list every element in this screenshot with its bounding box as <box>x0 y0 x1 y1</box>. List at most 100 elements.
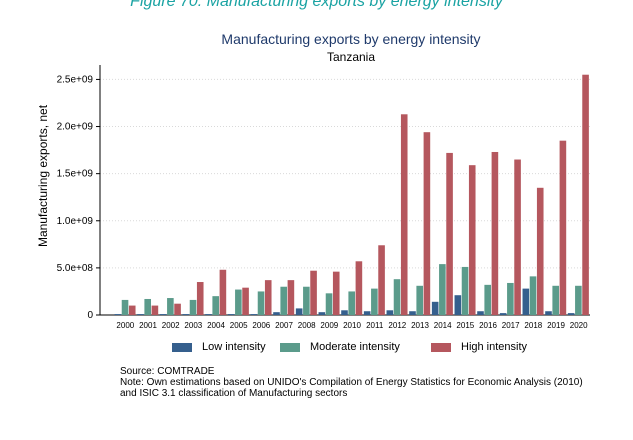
note-line: Note: Own estimations based on UNIDO's C… <box>120 377 583 388</box>
x-tick-label: 2020 <box>570 321 588 330</box>
bar-low-2018 <box>522 288 530 315</box>
tick-labels: 0 5.0e+08 1.0e+09 1.5e+09 2.0e+09 2.5e+09 2000… <box>57 74 589 330</box>
bar-moderate-2003 <box>189 299 197 315</box>
bar-high-2003 <box>196 282 204 315</box>
bar-low-2000 <box>114 314 122 315</box>
x-tick-label: 2010 <box>343 321 361 330</box>
bar-high-2018 <box>536 187 544 315</box>
x-tick-label: 2011 <box>366 321 384 330</box>
x-tick-label: 2007 <box>275 321 293 330</box>
bar-low-2013 <box>409 311 416 315</box>
bar-high-2014 <box>446 152 453 315</box>
x-tick-label: 2000 <box>116 321 134 330</box>
y-tick-label: 1.0e+09 <box>57 216 94 227</box>
bar-high-2004 <box>219 269 227 315</box>
bar-moderate-2000 <box>121 299 129 315</box>
bar-moderate-2001 <box>144 298 151 315</box>
x-tick-label: 2005 <box>230 321 248 330</box>
bar-low-2019 <box>545 311 552 315</box>
bar-high-2020 <box>582 74 589 315</box>
bar-high-2017 <box>514 159 521 315</box>
legend-label-moderate: Moderate intensity <box>310 341 400 353</box>
legend-item-low: Low intensity <box>172 341 266 353</box>
legend-item-moderate: Moderate intensity <box>280 341 400 353</box>
bar-moderate-2010 <box>348 291 355 315</box>
bar-low-2001 <box>137 314 144 315</box>
y-tick-label: 2.0e+09 <box>57 122 94 133</box>
bar-moderate-2012 <box>393 279 401 315</box>
bar-low-2006 <box>250 314 258 315</box>
legend-swatch-high <box>431 342 451 352</box>
bar-moderate-2016 <box>484 284 491 315</box>
gridlines <box>100 78 590 269</box>
bar-low-2008 <box>295 308 303 315</box>
bar-low-2010 <box>341 310 348 315</box>
bar-moderate-2008 <box>303 286 310 315</box>
x-tick-label: 2004 <box>207 321 225 330</box>
bar-high-2008 <box>310 270 317 315</box>
bar-low-2017 <box>499 313 507 315</box>
bar-low-2004 <box>205 314 212 315</box>
x-tick-label: 2015 <box>456 321 474 330</box>
bar-high-2019 <box>559 140 567 315</box>
bar-high-2006 <box>264 280 272 315</box>
bar-low-2003 <box>182 314 190 315</box>
bar-moderate-2007 <box>280 286 287 315</box>
x-tick-label: 2001 <box>139 321 157 330</box>
legend-swatch-low <box>172 342 192 352</box>
bar-low-2009 <box>318 312 326 315</box>
bar-moderate-2013 <box>416 285 423 315</box>
legend-swatch-moderate <box>280 342 300 352</box>
y-axis-label: Manufacturing exports, net <box>36 104 50 247</box>
y-tick-label: 2.5e+09 <box>57 74 94 85</box>
y-tick-label: 1.5e+09 <box>57 169 94 180</box>
x-tick-label: 2008 <box>298 321 316 330</box>
bar-moderate-2019 <box>552 285 559 315</box>
bar-moderate-2002 <box>167 298 174 315</box>
bar-high-2009 <box>332 271 340 315</box>
figure-caption: Figure 70: Manufacturing exports by ener… <box>130 0 503 10</box>
x-tick-label: 2006 <box>252 321 270 330</box>
legend-label-high: High intensity <box>461 341 528 353</box>
bar-high-2000 <box>128 305 136 315</box>
y-tick-label: 0 <box>87 310 93 321</box>
bar-moderate-2006 <box>257 291 265 315</box>
x-tick-label: 2018 <box>524 321 542 330</box>
bar-moderate-2004 <box>212 296 219 315</box>
bar-low-2012 <box>386 310 394 315</box>
bar-high-2002 <box>174 303 181 315</box>
bar-low-2011 <box>363 311 371 315</box>
bar-high-2013 <box>423 132 431 315</box>
bar-high-2016 <box>491 151 499 315</box>
x-tick-label: 2014 <box>434 321 452 330</box>
bar-moderate-2017 <box>507 282 514 315</box>
bar-moderate-2011 <box>371 288 378 315</box>
bar-moderate-2014 <box>439 264 446 315</box>
bar-moderate-2018 <box>529 276 537 315</box>
bar-low-2005 <box>227 314 235 315</box>
bar-low-2002 <box>159 314 167 315</box>
legend-label-low: Low intensity <box>202 341 266 353</box>
y-tick-label: 5.0e+08 <box>57 263 94 274</box>
bar-moderate-2020 <box>575 285 582 315</box>
bar-moderate-2015 <box>461 266 469 315</box>
bar-high-2011 <box>378 245 385 315</box>
bar-low-2020 <box>567 313 575 315</box>
bar-high-2001 <box>151 305 159 315</box>
x-tick-label: 2013 <box>411 321 429 330</box>
bar-high-2005 <box>242 287 249 315</box>
bar-moderate-2009 <box>325 293 333 315</box>
legend: Low intensity Moderate intensity High in… <box>0 341 633 357</box>
legend-item-high: High intensity <box>431 341 527 353</box>
bar-high-2010 <box>355 261 363 315</box>
chart-title: Manufacturing exports by energy intensit… <box>221 31 480 47</box>
note-line-continued: and ISIC 3.1 classification of Manufactu… <box>120 388 348 399</box>
source-note: Source: COMTRADE Note: Own estimations b… <box>120 366 583 399</box>
bar-high-2015 <box>468 165 476 315</box>
x-tick-label: 2017 <box>502 321 520 330</box>
x-tick-label: 2019 <box>547 321 565 330</box>
bar-low-2015 <box>454 295 462 315</box>
x-tick-label: 2009 <box>320 321 338 330</box>
bar-low-2007 <box>273 312 280 315</box>
